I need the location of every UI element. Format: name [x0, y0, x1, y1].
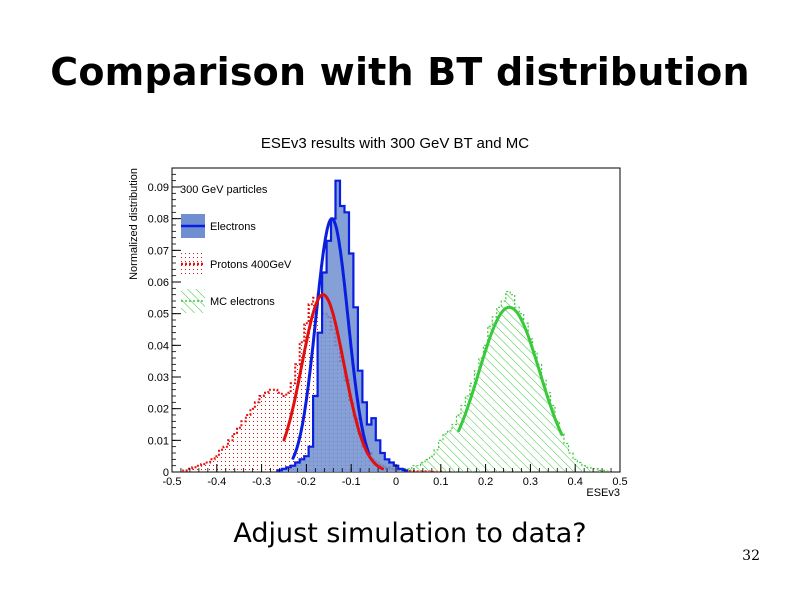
y-tick-label: 0.01	[148, 435, 169, 447]
y-tick-label: 0	[163, 467, 169, 479]
x-tick-label: 0.1	[433, 476, 448, 488]
page-number: 32	[742, 548, 760, 564]
x-tick-label: 0.4	[568, 476, 583, 488]
y-tick-label: 0.05	[148, 309, 169, 321]
legend-label-mc: MC electrons	[210, 296, 275, 308]
y-tick-label: 0.02	[148, 404, 169, 416]
fit-electrons	[291, 217, 371, 460]
x-tick-label: 0	[393, 476, 399, 488]
y-tick-label: 0.03	[148, 372, 169, 384]
y-axis-label: Normalized distribution	[128, 168, 140, 280]
x-tick-label: 0.5	[612, 476, 627, 488]
x-axis-label: ESEv3	[586, 487, 620, 499]
x-tick-label: -0.4	[207, 476, 226, 488]
chart-title: ESEv3 results with 300 GeV BT and MC	[261, 135, 529, 152]
x-tick-label: 0.3	[523, 476, 538, 488]
y-tick-label: 0.08	[148, 214, 169, 226]
x-tick-label: -0.5	[163, 476, 182, 488]
y-tick-label: 0.06	[148, 277, 169, 289]
slide-question: Adjust simulation to data?	[233, 518, 587, 549]
fit-protons-400gev	[282, 293, 385, 471]
x-tick-label: 0.2	[478, 476, 493, 488]
fit-mc-electrons	[457, 305, 564, 436]
x-tick-label: -0.1	[342, 476, 361, 488]
slide-title: Comparison with BT distribution	[50, 50, 750, 94]
y-tick-label: 0.04	[148, 340, 169, 352]
series-protons-400gev-area	[183, 294, 443, 472]
legend-label-electrons: Electrons	[210, 221, 256, 233]
legend-label-protons: Protons 400GeV	[210, 259, 292, 271]
x-tick-label: -0.3	[252, 476, 271, 488]
x-tick-label: -0.2	[297, 476, 316, 488]
series-electrons-outline	[276, 179, 409, 472]
y-tick-label: 0.07	[148, 245, 169, 257]
legend: 300 GeV particles Electrons Protons 400G…	[180, 184, 292, 313]
legend-header: 300 GeV particles	[180, 184, 268, 196]
series-electrons-area	[277, 180, 408, 472]
y-tick-label: 0.09	[148, 182, 169, 194]
